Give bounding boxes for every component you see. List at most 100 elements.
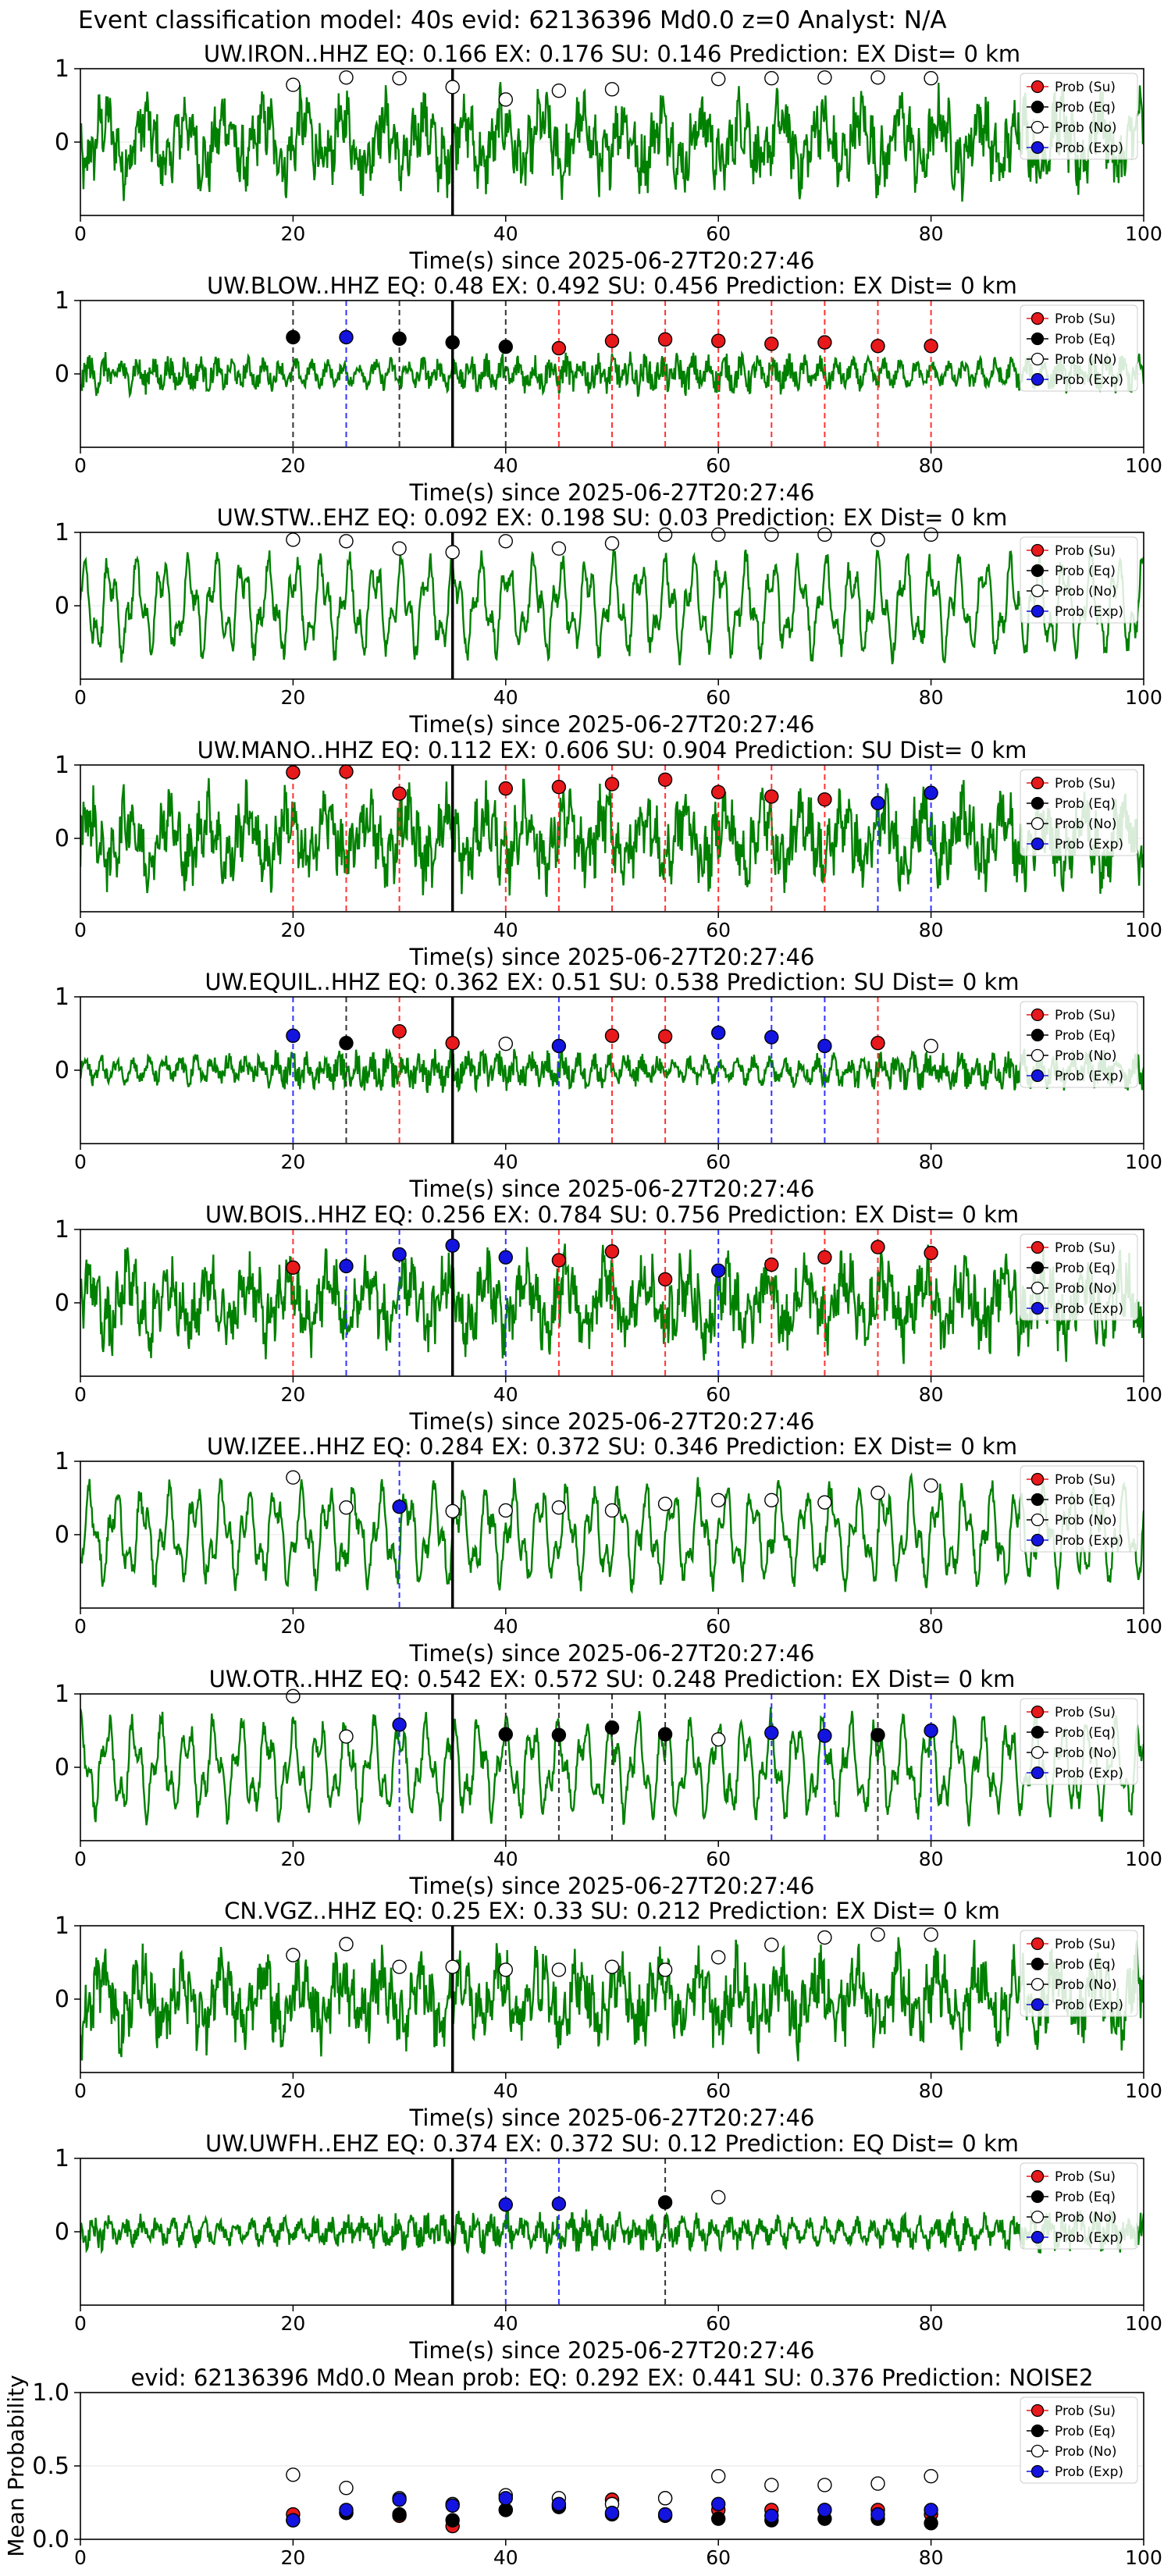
y-tick-label: 0	[55, 592, 69, 620]
y-tick-label: 1	[55, 2145, 69, 2172]
legend-marker	[1030, 2169, 1045, 2183]
y-tick-label: 0	[55, 1057, 69, 1084]
panel-6: UW.BOIS..HHZ EQ: 0.256 EX: 0.784 SU: 0.7…	[55, 1201, 1162, 1435]
mean-point-exp	[924, 2503, 938, 2517]
legend-marker	[1030, 1008, 1045, 1022]
prob-point-eq	[657, 2195, 673, 2210]
x-tick-label: 0	[74, 454, 87, 477]
x-tick-label: 40	[493, 454, 518, 477]
legend-label: Prob (No)	[1055, 1977, 1117, 1993]
prob-point-no	[924, 527, 938, 543]
x-tick-label: 0	[74, 1848, 87, 1870]
prob-point-no	[817, 70, 832, 85]
x-tick-label: 40	[493, 1151, 518, 1173]
legend-label: Prob (Exp)	[1055, 1069, 1123, 1084]
panel-title: UW.MANO..HHZ EQ: 0.112 EX: 0.606 SU: 0.9…	[198, 737, 1027, 763]
legend-marker	[1030, 141, 1045, 155]
mean-point-eq	[392, 2507, 407, 2522]
prob-point-su	[764, 789, 779, 804]
x-tick-label: 60	[706, 1615, 731, 1638]
x-tick-label: 20	[280, 1615, 305, 1638]
prob-point-no	[764, 71, 779, 86]
y-tick-label: 0	[55, 1290, 69, 1317]
prob-point-su	[711, 785, 726, 799]
x-tick-label: 60	[706, 686, 731, 709]
panel-4: UW.MANO..HHZ EQ: 0.112 EX: 0.606 SU: 0.9…	[55, 737, 1162, 970]
legend-label: Prob (Su)	[1055, 776, 1116, 792]
panel-8: UW.OTR..HHZ EQ: 0.542 EX: 0.572 SU: 0.24…	[55, 1666, 1162, 1899]
y-tick-label: 0	[55, 1986, 69, 2013]
x-axis-label: Time(s) since 2025-06-27T20:27:46	[409, 1873, 815, 1899]
x-tick-label: 40	[493, 2312, 518, 2335]
prob-point-no	[870, 1485, 885, 1500]
prob-point-no	[286, 1948, 301, 1962]
x-tick-label: 100	[1125, 919, 1162, 941]
prob-point-exp	[764, 1030, 779, 1044]
panel-7: UW.IZEE..HHZ EQ: 0.284 EX: 0.372 SU: 0.3…	[55, 1433, 1162, 1667]
legend-marker	[1030, 1937, 1045, 1951]
panel-10: UW.UWFH..EHZ EQ: 0.374 EX: 0.372 SU: 0.1…	[55, 2130, 1162, 2364]
x-axis-label: Time(s) since 2025-06-27T20:27:46	[409, 1640, 815, 1667]
y-tick-label: 1	[55, 1681, 69, 1708]
prob-point-exp	[764, 1725, 779, 1741]
legend-marker	[1030, 1240, 1045, 1254]
panel-3: UW.STW..EHZ EQ: 0.092 EX: 0.198 SU: 0.03…	[55, 504, 1162, 738]
prob-point-no	[924, 1478, 938, 1493]
legend-marker	[1030, 1766, 1045, 1780]
x-tick-label: 80	[919, 222, 944, 245]
x-tick-label: 80	[919, 1615, 944, 1638]
legend: Prob (Su) Prob (Eq) Prob (No) Prob (Exp)	[1020, 304, 1138, 392]
mean-point-no	[339, 2480, 354, 2496]
mean-point-eq	[445, 2513, 460, 2528]
x-tick-label: 20	[280, 1151, 305, 1173]
prob-point-no	[551, 1500, 567, 1515]
x-axis-label: Time(s) since 2025-06-27T20:27:46	[409, 1408, 815, 1435]
y-tick-label: 1	[55, 519, 69, 546]
prob-point-no	[711, 1950, 726, 1965]
prob-point-exp	[551, 1038, 567, 1054]
prob-point-su	[445, 1036, 460, 1051]
prob-point-no	[392, 71, 407, 86]
prob-point-no	[445, 1959, 460, 1974]
prob-point-no	[339, 1500, 354, 1515]
prob-point-no	[657, 1962, 673, 1977]
prob-point-no	[604, 1959, 620, 1974]
x-axis-label: Time(s) since 2025-06-27T20:27:46	[409, 247, 815, 274]
legend-label: Prob (Exp)	[1055, 1301, 1123, 1317]
legend-label: Prob (Su)	[1055, 1937, 1116, 1952]
legend-marker	[1030, 120, 1045, 134]
legend-label: Prob (Exp)	[1055, 837, 1123, 852]
prob-point-su	[764, 1257, 779, 1272]
prob-point-exp	[392, 1247, 407, 1262]
prob-point-eq	[657, 1727, 673, 1742]
legend-label: Prob (No)	[1055, 1048, 1117, 1064]
legend-marker	[1030, 1069, 1045, 1083]
legend-label: Prob (Eq)	[1055, 1725, 1116, 1741]
waveform-line	[80, 1937, 1144, 2062]
legend-marker	[1030, 817, 1045, 831]
legend-box	[1020, 1930, 1138, 2017]
x-axis-label: Time(s) since 2025-06-27T20:27:46	[409, 1176, 815, 1202]
prob-point-exp	[392, 1500, 407, 1514]
legend-marker	[1030, 2464, 1045, 2478]
legend-marker	[1030, 837, 1045, 851]
x-tick-label: 40	[493, 919, 518, 941]
prob-point-no	[498, 1962, 513, 1977]
x-tick-label: 80	[919, 454, 944, 477]
prob-point-no	[498, 534, 513, 549]
legend-marker	[1030, 584, 1045, 598]
panel-5: UW.EQUIL..HHZ EQ: 0.362 EX: 0.51 SU: 0.5…	[55, 969, 1162, 1202]
x-tick-label: 20	[280, 686, 305, 709]
legend-marker	[1030, 1998, 1045, 2012]
x-tick-label: 0	[74, 1151, 87, 1173]
x-tick-label: 80	[919, 1151, 944, 1173]
prob-point-no	[445, 545, 460, 560]
mean-point-exp	[657, 2507, 673, 2522]
prob-point-no	[286, 1470, 301, 1485]
x-tick-label: 80	[919, 919, 944, 941]
legend-marker	[1030, 311, 1045, 326]
legend-marker	[1030, 1725, 1045, 1739]
waveform-line	[80, 2208, 1144, 2254]
mean-point-exp	[445, 2498, 460, 2513]
legend-box	[1020, 536, 1138, 624]
